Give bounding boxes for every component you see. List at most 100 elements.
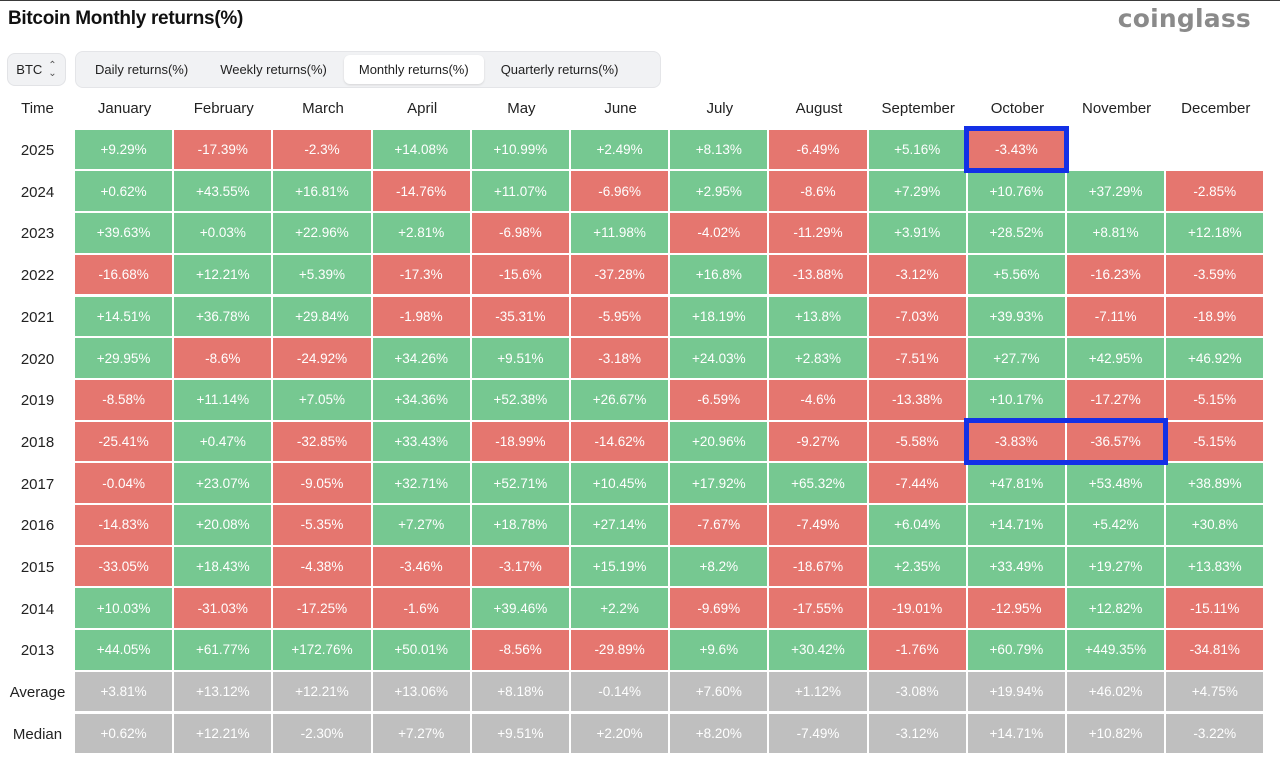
return-cell: -14.83% [75,505,175,547]
tab-weekly-returns[interactable]: Weekly returns(%) [220,62,327,77]
row-label: 2022 [20,267,55,285]
table-row: 2013 +44.05% +61.77% +172.76% +50.01% -8.56% -… [0,630,1266,672]
row-label: 2023 [20,225,55,243]
return-cell: -9.69% [670,588,770,631]
return-cell: -12.95% [967,588,1067,631]
return-cell: +3.91% [868,213,968,255]
return-cell: +34.26% [372,338,472,380]
column-header-march: March [302,100,344,118]
return-cell: +2.81% [372,213,472,255]
asset-select-value: BTC [16,62,43,77]
summary-cell: -3.12% [868,713,968,756]
return-cell: +2.35% [868,546,968,589]
tab-monthly-returns[interactable]: Monthly returns(%) [343,55,484,84]
row-label: Median [12,725,63,743]
return-cell: -17.39% [174,129,274,172]
return-cell: -7.11% [1067,296,1167,339]
row-label: 2019 [20,392,55,410]
return-cell: -8.6% [769,171,869,214]
row-label: 2016 [20,517,55,535]
summary-cell: +7.60% [670,671,770,714]
return-cell: -24.92% [273,338,373,380]
table-row: 2025 +9.29% -17.39% -2.3% +14.08% +10.99% +2.4… [0,129,1265,172]
return-cell: -32.85% [273,421,373,464]
return-cell: +13.83% [1166,546,1266,589]
return-cell: -5.15% [1166,379,1266,422]
return-cell: +9.6% [670,630,770,672]
return-cell: -7.51% [868,338,968,380]
return-cell: -6.98% [471,213,571,255]
return-cell: +5.42% [1067,505,1167,547]
return-cell: +39.46% [471,588,571,631]
return-cell: -36.57% [1067,421,1167,464]
tab-quarterly-returns[interactable]: Quarterly returns(%) [500,62,619,77]
return-cell: +9.51% [471,338,571,380]
return-cell: -13.38% [868,379,968,422]
row-label: 2021 [20,308,55,326]
return-cell: -2.85% [1166,171,1266,214]
return-cell: -1.6% [372,588,472,631]
return-cell: +7.05% [273,379,373,422]
summary-cell: +46.02% [1067,671,1167,714]
return-cell: -5.35% [273,505,373,547]
return-cell: +11.98% [571,213,671,255]
return-cell: -4.38% [273,546,373,589]
asset-select[interactable]: BTC ⌃ ⌄ [7,53,66,86]
return-cell: -31.03% [174,588,274,631]
column-header-november: November [1081,100,1152,118]
return-cell: -11.29% [769,213,869,255]
summary-cell: +2.20% [571,713,671,756]
return-cell: +14.08% [372,129,472,172]
return-cell: +11.14% [174,379,274,422]
return-cell: -14.62% [571,421,671,464]
return-cell: -3.12% [868,254,968,297]
return-cell: -16.23% [1067,254,1167,297]
summary-cell: +8.18% [471,671,571,714]
row-label: 2015 [20,559,55,577]
row-label: 2018 [20,433,55,451]
return-cell: +2.2% [571,588,671,631]
column-header-time: Time [21,100,54,118]
return-cell: -1.76% [868,630,968,672]
return-cell: -7.03% [868,296,968,339]
return-cell: -7.49% [769,505,869,547]
return-cell: -6.96% [571,171,671,214]
table-header-row: Time January February March April May June July… [0,88,1265,130]
summary-cell: +14.71% [967,713,1067,756]
return-cell: +12.82% [1067,588,1167,631]
return-cell: +30.42% [769,630,869,672]
return-cell: +17.92% [670,463,770,505]
return-cell: +53.48% [1067,463,1167,505]
column-header-february: February [193,100,254,118]
summary-cell: +9.51% [471,713,571,756]
summary-cell: -3.22% [1166,713,1266,756]
return-cell: -15.11% [1166,588,1266,631]
return-cell: +7.27% [372,505,472,547]
return-cell: +27.7% [967,338,1067,380]
return-cell: -3.17% [471,546,571,589]
return-cell: +24.03% [670,338,770,380]
return-cell: -5.95% [571,296,671,339]
return-cell: +2.49% [571,129,671,172]
return-cell: -34.81% [1166,630,1266,672]
return-cell: -37.28% [571,254,671,297]
summary-cell: +12.21% [174,713,274,756]
summary-cell: +1.12% [769,671,869,714]
return-cell: -7.44% [868,463,968,505]
return-cell: +6.04% [868,505,968,547]
return-cell: -2.3% [273,129,373,172]
return-cell: -3.43% [967,129,1067,172]
return-cell: -1.98% [372,296,472,339]
column-header-july: July [706,100,734,118]
return-cell: +2.95% [670,171,770,214]
tab-daily-returns[interactable]: Daily returns(%) [95,62,189,77]
return-cell: -35.31% [471,296,571,339]
row-label: 2017 [20,475,55,493]
return-cell: -19.01% [868,588,968,631]
return-period-tabs: Daily returns(%) Weekly returns(%) Month… [75,51,661,88]
return-cell: -8.56% [471,630,571,672]
return-cell: -17.3% [372,254,472,297]
return-cell: -25.41% [75,421,175,464]
table-row: 2021 +14.51% +36.78% +29.84% -1.98% -35.31% -5… [0,296,1266,339]
summary-cell: +0.62% [75,713,175,756]
